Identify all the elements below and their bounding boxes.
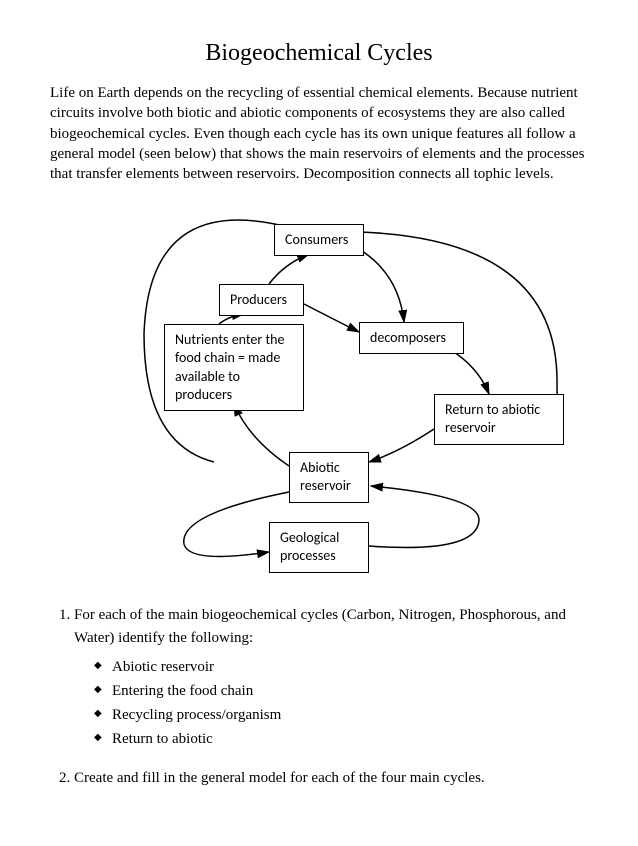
question-2-text: Create and fill in the general model for… <box>74 770 485 786</box>
bullet-item: Abiotic reservoir <box>94 655 588 679</box>
question-1-bullets: Abiotic reservoir Entering the food chai… <box>74 655 588 751</box>
question-2: Create and fill in the general model for… <box>74 767 588 790</box>
intro-paragraph: Life on Earth depends on the recycling o… <box>50 83 588 184</box>
question-list: For each of the main biogeochemical cycl… <box>50 604 588 790</box>
cycle-diagram: Consumers Producers decomposers Nutrient… <box>59 204 579 584</box>
bullet-item: Entering the food chain <box>94 679 588 703</box>
bullet-item: Recycling process/organism <box>94 703 588 727</box>
node-nutrients: Nutrients enter the food chain = made av… <box>164 324 304 411</box>
question-1: For each of the main biogeochemical cycl… <box>74 604 588 751</box>
question-1-text: For each of the main biogeochemical cycl… <box>74 607 566 646</box>
node-return-abiotic: Return to abiotic reservoir <box>434 394 564 444</box>
page-title: Biogeochemical Cycles <box>50 40 588 67</box>
bullet-item: Return to abiotic <box>94 727 588 751</box>
node-abiotic: Abiotic reservoir <box>289 452 369 502</box>
node-producers: Producers <box>219 284 304 316</box>
node-consumers: Consumers <box>274 224 364 256</box>
node-decomposers: decomposers <box>359 322 464 354</box>
node-geological: Geological processes <box>269 522 369 572</box>
